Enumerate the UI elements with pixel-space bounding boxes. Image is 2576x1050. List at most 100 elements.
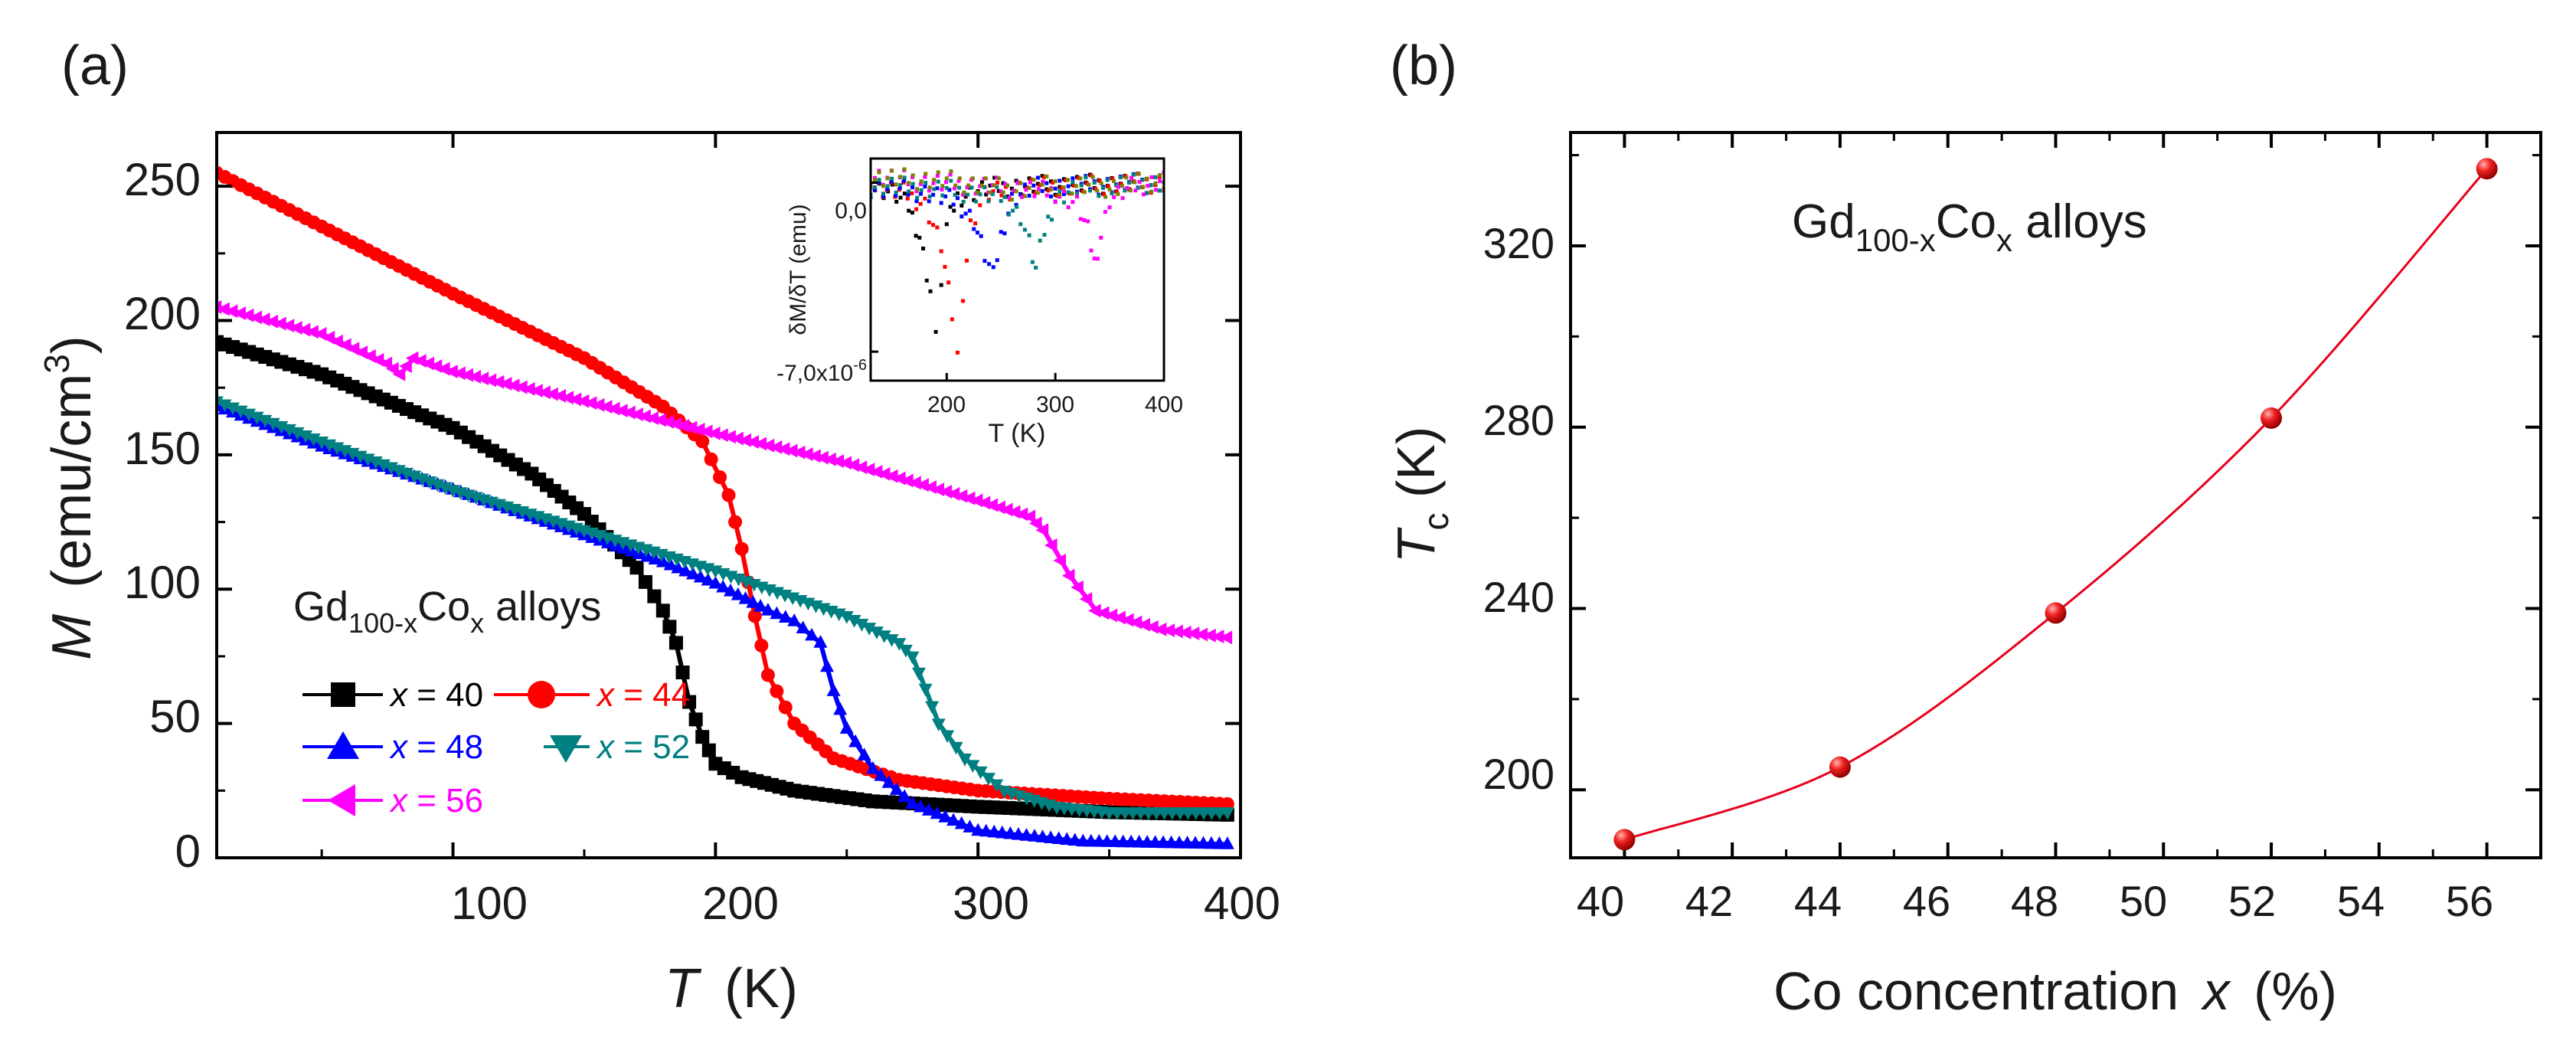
data-point xyxy=(1104,608,1118,623)
inset-data-point xyxy=(987,262,992,267)
inset-data-point xyxy=(1103,210,1107,214)
inset-data-point xyxy=(1129,175,1133,180)
b-ytick-200: 200 xyxy=(1483,750,1554,798)
inset-data-point xyxy=(969,218,973,223)
legend-label-x44: x = 44 xyxy=(596,676,690,714)
inset-data-point xyxy=(917,235,922,240)
inset-data-point xyxy=(932,187,937,191)
data-point xyxy=(699,424,713,439)
inset-data-point xyxy=(935,186,940,191)
inset-data-point xyxy=(910,211,914,215)
b-xtick-54: 54 xyxy=(2337,877,2385,925)
inset-data-point xyxy=(873,185,878,190)
inset-data-point xyxy=(959,214,964,219)
data-point xyxy=(847,615,861,628)
inset-data-point xyxy=(1158,173,1162,178)
data-point xyxy=(648,551,662,564)
inset-data-point xyxy=(1118,175,1123,180)
data-point xyxy=(249,310,263,325)
inset-data-point xyxy=(1075,191,1080,195)
b-y-axis-label: Tc (K) xyxy=(1386,427,1456,564)
inset-data-point xyxy=(1022,194,1027,198)
data-point xyxy=(966,760,980,773)
tc-point-x52 xyxy=(2261,407,2283,429)
inset-data-point xyxy=(1102,192,1107,197)
legend-marker-triangle-up xyxy=(327,731,359,759)
inset-data-point xyxy=(1075,195,1080,199)
b-annot-sub1: 100-x xyxy=(1855,222,1936,258)
inset-data-point xyxy=(1082,218,1087,222)
data-point xyxy=(655,604,670,618)
inset-data-point xyxy=(1038,238,1042,243)
a-ytick-50: 50 xyxy=(149,691,201,742)
inset-data-point xyxy=(1061,200,1066,204)
inset-data-point xyxy=(1061,189,1066,194)
data-point xyxy=(754,638,769,653)
data-point xyxy=(738,590,753,604)
inset-data-point xyxy=(927,195,932,199)
inset-data-point xyxy=(1146,184,1150,188)
data-point xyxy=(921,803,936,816)
data-point xyxy=(379,356,393,371)
data-point xyxy=(1153,622,1167,636)
data-point xyxy=(576,394,590,408)
inset-data-point xyxy=(1042,175,1047,179)
inset-data-point xyxy=(1011,208,1015,213)
data-point xyxy=(522,381,535,396)
data-point xyxy=(491,375,505,389)
inset-data-point xyxy=(1123,188,1127,193)
legend-item-x40: x = 40 xyxy=(302,676,483,714)
data-point xyxy=(669,636,683,650)
inset-data-point xyxy=(947,188,952,192)
inset-data-point xyxy=(1014,203,1018,208)
inset-data-point xyxy=(931,223,936,227)
data-point xyxy=(848,734,863,747)
b-annot-base: Gd xyxy=(1792,195,1855,248)
inset-data-point xyxy=(973,221,978,226)
inset-data-point xyxy=(1125,185,1129,190)
b-ylabel-sub: c xyxy=(1416,513,1456,531)
data-point xyxy=(1219,630,1233,645)
data-point xyxy=(1120,613,1134,627)
panel-a-y-tick-labels: 0 50 100 150 200 250 xyxy=(124,154,201,877)
inset-data-point xyxy=(927,199,931,204)
inset-data-point xyxy=(1158,179,1162,184)
inset-series-extra xyxy=(871,167,1164,202)
data-point xyxy=(816,450,829,465)
inset-data-point xyxy=(1033,191,1038,195)
tc-point-x40 xyxy=(1613,829,1636,851)
inset-data-point xyxy=(1048,187,1053,191)
data-point xyxy=(599,400,613,414)
inset-data-point xyxy=(999,230,1003,234)
data-point xyxy=(831,454,844,469)
data-point xyxy=(623,405,636,420)
data-point xyxy=(678,563,693,577)
inset-ytick-min-exp: -6 xyxy=(853,357,867,374)
data-point xyxy=(1220,836,1234,849)
inset-series xyxy=(871,167,1164,355)
b-xtick-50: 50 xyxy=(2120,877,2167,925)
data-point xyxy=(1129,615,1143,630)
data-point xyxy=(1170,624,1183,639)
data-point xyxy=(839,721,854,734)
data-point xyxy=(701,743,716,757)
inset-data-point xyxy=(1063,178,1067,182)
data-point xyxy=(1015,507,1028,522)
inset-data-point xyxy=(1116,191,1120,196)
inset-data-point xyxy=(1038,183,1042,188)
inset-data-point xyxy=(1149,189,1154,194)
inset-data-point xyxy=(1058,193,1062,198)
data-point xyxy=(704,452,718,466)
inset-data-point xyxy=(1084,175,1088,180)
data-point xyxy=(713,470,727,485)
data-point xyxy=(399,359,412,374)
data-point xyxy=(949,741,963,755)
inset-data-point xyxy=(944,176,949,181)
data-point xyxy=(918,683,933,697)
legend-label-x48: x = 48 xyxy=(389,728,483,766)
inset-data-point xyxy=(1112,195,1116,199)
inset-data-point xyxy=(1006,212,1011,217)
data-point xyxy=(1203,628,1216,643)
inset-data-point xyxy=(1059,186,1064,191)
inset-data-point xyxy=(923,175,927,179)
